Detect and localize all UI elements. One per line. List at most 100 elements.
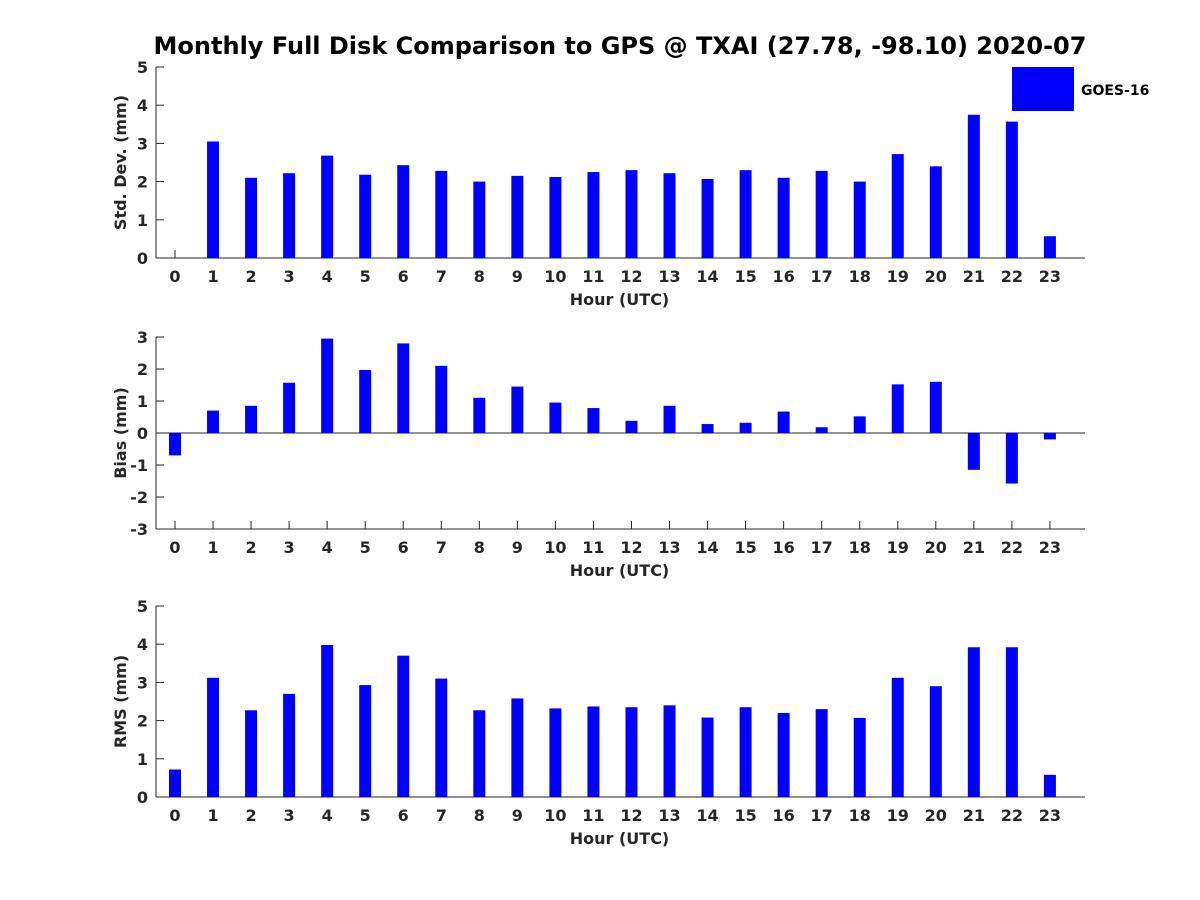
x-tick-label: 23 <box>1039 538 1061 557</box>
y-tick-label: 3 <box>137 328 148 347</box>
bar-hour-17 <box>815 427 828 433</box>
bar-hour-3 <box>283 693 296 797</box>
x-tick-label: 12 <box>620 806 642 825</box>
bar-hour-11 <box>587 706 600 797</box>
bar-hour-12 <box>625 420 638 433</box>
x-tick-label: 0 <box>169 806 180 825</box>
x-tick-label: 13 <box>658 806 680 825</box>
x-tick-label: 17 <box>811 267 833 286</box>
bar-hour-23 <box>1043 433 1056 440</box>
bar-hour-9 <box>511 175 524 258</box>
bar-hour-11 <box>587 408 600 433</box>
bar-hour-8 <box>473 710 486 797</box>
bar-hour-5 <box>359 685 372 797</box>
x-tick-label: 12 <box>620 538 642 557</box>
y-tick-label: 4 <box>137 635 148 654</box>
bar-hour-5 <box>359 174 372 258</box>
y-axis-label-rms: RMS (mm) <box>111 655 130 748</box>
bar-hour-13 <box>663 405 676 433</box>
bar-hour-7 <box>435 365 448 433</box>
y-tick-label: 3 <box>137 673 148 692</box>
x-tick-label: 8 <box>474 538 485 557</box>
bar-hour-21 <box>967 433 980 470</box>
x-tick-label: 13 <box>658 538 680 557</box>
bar-hour-22 <box>1005 121 1018 258</box>
x-tick-label: 9 <box>512 538 523 557</box>
x-tick-label: 14 <box>696 538 718 557</box>
x-tick-label: 16 <box>773 806 795 825</box>
x-tick-label: 19 <box>887 538 909 557</box>
x-tick-label: 21 <box>963 267 985 286</box>
y-tick-label: 0 <box>137 424 148 443</box>
bar-hour-13 <box>663 705 676 797</box>
x-tick-label: 21 <box>963 538 985 557</box>
legend-swatch <box>1012 67 1074 111</box>
x-tick-label: 19 <box>887 267 909 286</box>
bar-hour-19 <box>891 677 904 797</box>
y-tick-label: 0 <box>137 788 148 807</box>
bar-hour-4 <box>321 338 334 433</box>
bar-hour-2 <box>245 177 258 258</box>
bar-hour-12 <box>625 170 638 258</box>
bar-hour-20 <box>929 166 942 258</box>
bar-hour-7 <box>435 678 448 797</box>
x-tick-label: 7 <box>436 538 447 557</box>
x-tick-label: 3 <box>284 538 295 557</box>
x-tick-label: 4 <box>322 267 333 286</box>
x-tick-label: 22 <box>1001 806 1023 825</box>
bar-hour-4 <box>321 155 334 258</box>
bar-hour-0 <box>169 769 181 797</box>
bar-hour-16 <box>777 712 790 797</box>
x-axis-label: Hour (UTC) <box>570 290 670 309</box>
bar-hour-14 <box>701 178 714 258</box>
bar-hour-17 <box>815 170 828 258</box>
y-axis-label-std-dev: Std. Dev. (mm) <box>111 95 130 230</box>
x-tick-label: 22 <box>1001 267 1023 286</box>
bar-hour-5 <box>359 369 372 433</box>
bar-hour-3 <box>283 382 296 433</box>
x-tick-label: 15 <box>734 267 756 286</box>
bar-hour-10 <box>549 402 562 433</box>
bar-hour-19 <box>891 154 904 258</box>
bar-hour-11 <box>587 172 600 258</box>
y-tick-label: 1 <box>137 211 148 230</box>
legend-label: GOES-16 <box>1081 83 1149 99</box>
x-tick-label: 23 <box>1039 267 1061 286</box>
bar-hour-10 <box>549 708 562 797</box>
x-tick-label: 18 <box>849 267 871 286</box>
y-tick-label: 4 <box>137 96 148 115</box>
x-tick-label: 10 <box>544 538 566 557</box>
y-tick-label: -2 <box>130 488 148 507</box>
x-tick-label: 3 <box>284 806 295 825</box>
bar-hour-20 <box>929 381 942 433</box>
x-tick-label: 21 <box>963 806 985 825</box>
y-tick-label: 2 <box>137 173 148 192</box>
bar-hour-8 <box>473 397 486 433</box>
y-axis-label-bias: Bias (mm) <box>111 387 130 479</box>
y-tick-label: 2 <box>137 712 148 731</box>
bar-hour-15 <box>739 422 752 433</box>
x-tick-label: 15 <box>734 806 756 825</box>
y-tick-label: -1 <box>130 456 148 475</box>
x-tick-label: 18 <box>849 806 871 825</box>
bar-hour-1 <box>207 677 220 797</box>
bar-hour-15 <box>739 707 752 797</box>
x-tick-label: 17 <box>811 538 833 557</box>
x-tick-label: 20 <box>925 538 947 557</box>
bar-hour-6 <box>397 655 410 797</box>
x-tick-label: 22 <box>1001 538 1023 557</box>
x-tick-label: 11 <box>582 806 604 825</box>
x-tick-label: 23 <box>1039 806 1061 825</box>
legend: GOES-16 <box>1012 67 1149 111</box>
chart-title: Monthly Full Disk Comparison to GPS @ TX… <box>154 32 1087 60</box>
x-tick-label: 2 <box>246 538 257 557</box>
y-tick-label: 0 <box>137 249 148 268</box>
x-tick-label: 19 <box>887 806 909 825</box>
bar-hour-14 <box>701 717 714 797</box>
bar-hour-18 <box>853 181 866 258</box>
bar-hour-13 <box>663 173 676 258</box>
x-tick-label: 8 <box>474 806 485 825</box>
